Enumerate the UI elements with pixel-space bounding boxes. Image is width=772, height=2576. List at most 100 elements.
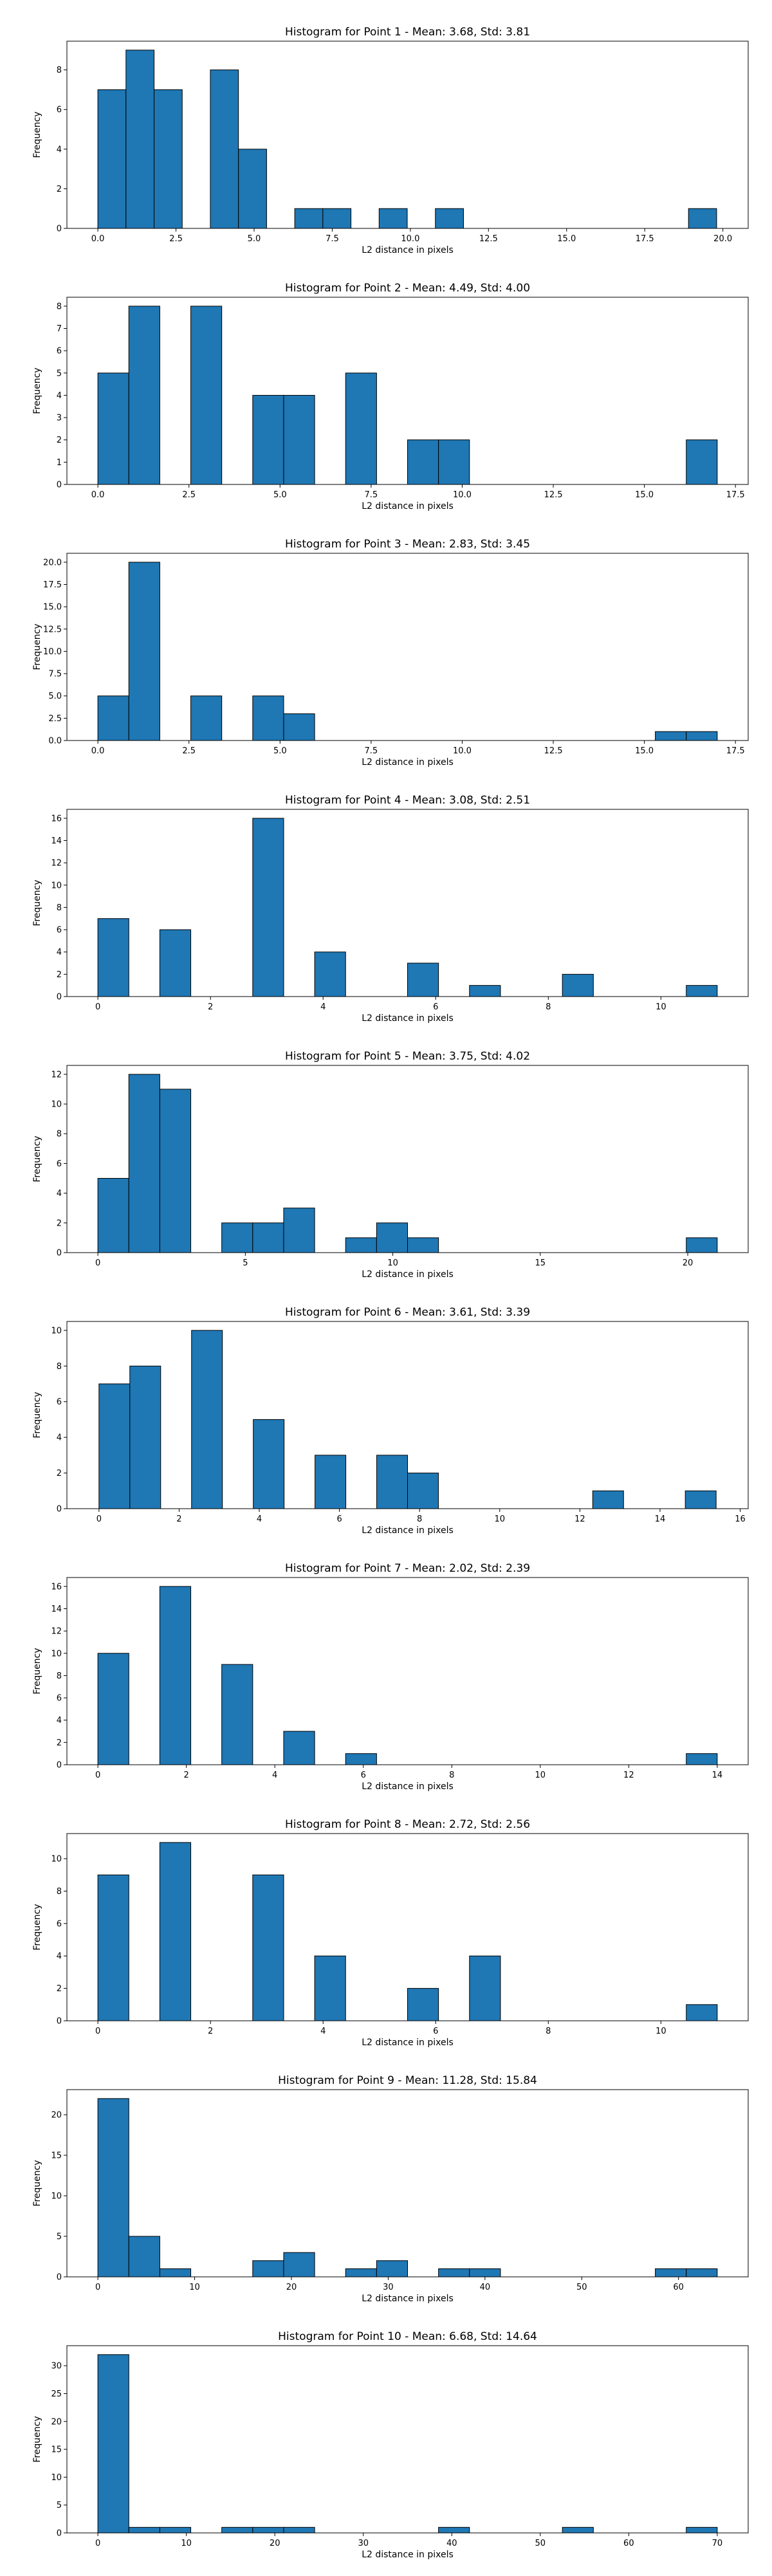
y-tick-label: 6 — [57, 1919, 62, 1929]
x-axis-ticks: 0.0 2.5 5.0 7.5 10.0 12.5 15.0 17.5 — [91, 484, 745, 500]
y-tick-label: 6 — [57, 1397, 62, 1407]
y-tick-label: 0 — [57, 1249, 62, 1258]
y-tick-label: 10 — [51, 1649, 62, 1659]
x-tick-label: 17.5 — [726, 490, 745, 500]
y-tick-label: 10 — [51, 2192, 62, 2202]
x-tick-label: 14 — [712, 1771, 723, 1780]
x-tick-label: 0 — [95, 1258, 100, 1268]
x-tick-label: 15.0 — [557, 234, 576, 244]
y-tick-label: 2 — [57, 1219, 62, 1228]
axes-frame — [66, 297, 749, 485]
y-tick-label: 4 — [57, 1433, 62, 1443]
histogram-bar — [129, 1365, 161, 1509]
histogram-bar — [469, 985, 501, 997]
x-tick-label: 30 — [358, 2539, 369, 2548]
y-tick-label: 10 — [51, 881, 62, 890]
histogram-bar — [252, 1874, 284, 2021]
y-axis-label: Frequency — [32, 1392, 42, 1438]
histogram-bars — [97, 1842, 718, 2021]
y-tick-label: 5 — [57, 2232, 62, 2242]
x-tick-label: 4 — [320, 2027, 326, 2036]
chart-title: Histogram for Point 2 - Mean: 4.49, Std:… — [285, 282, 530, 295]
histogram-bar — [686, 2526, 718, 2534]
y-tick-label: 2 — [57, 185, 62, 194]
histogram-bar — [97, 918, 129, 997]
y-axis-label: Frequency — [32, 1648, 42, 1694]
y-tick-label: 2 — [57, 970, 62, 980]
x-tick-label: 40 — [446, 2539, 457, 2548]
histogram-bar — [252, 695, 284, 741]
x-tick-label: 10 — [495, 1514, 506, 1524]
x-tick-label: 8 — [546, 1002, 551, 1012]
y-tick-label: 20 — [51, 2111, 62, 2121]
y-axis-label: Frequency — [32, 367, 42, 414]
x-tick-label: 0 — [96, 1514, 102, 1524]
x-tick-label: 0 — [95, 2283, 100, 2292]
histogram-bar — [190, 695, 223, 741]
x-tick-label: 15.0 — [635, 746, 654, 756]
x-tick-label: 0.0 — [91, 746, 105, 756]
x-tick-label: 12.5 — [544, 490, 563, 500]
histogram-bar — [283, 2252, 315, 2277]
x-tick-label: 50 — [576, 2283, 587, 2292]
histogram-bar — [159, 1842, 192, 2021]
x-tick-label: 0 — [95, 1002, 100, 1012]
x-tick-label: 0 — [95, 2027, 100, 2036]
y-axis-ticks: 0 2 4 6 8 10 — [51, 1855, 67, 2027]
y-tick-label: 2 — [57, 1469, 62, 1478]
histogram-bar — [686, 1237, 718, 1253]
x-tick-label: 30 — [383, 2283, 394, 2292]
y-tick-label: 10 — [51, 1100, 62, 1110]
x-tick-label: 8 — [417, 1514, 422, 1524]
histogram-bars — [97, 50, 717, 229]
histogram-bar — [407, 1988, 439, 2021]
x-tick-label: 4 — [272, 1771, 277, 1780]
y-tick-label: 2.5 — [48, 714, 62, 724]
y-tick-label: 1 — [57, 458, 62, 468]
y-tick-label: 12 — [51, 1627, 62, 1637]
histogram-bar — [562, 2526, 594, 2534]
y-tick-label: 8 — [57, 1671, 62, 1681]
histogram-bar — [283, 2526, 315, 2534]
y-tick-label: 15 — [51, 2445, 62, 2455]
y-tick-label: 2 — [57, 1738, 62, 1748]
histogram-9: 0 10 20 30 40 50 60 0 5 10 15 20 Histogram for Point… — [32, 2074, 749, 2304]
histogram-bar — [191, 1330, 223, 1509]
x-tick-label: 17.5 — [726, 746, 745, 756]
histogram-2: 0.0 2.5 5.0 7.5 10.0 12.5 15.0 17.5 0 1 2 3 4 5 6 7 8 His… — [32, 282, 749, 511]
axes-frame — [66, 553, 749, 741]
axes-frame — [66, 1321, 749, 1509]
histogram-bar — [407, 1473, 439, 1509]
y-tick-label: 0 — [57, 1761, 62, 1771]
y-tick-label: 7 — [57, 324, 62, 334]
histogram-bar — [469, 1955, 501, 2021]
y-tick-label: 5 — [57, 2501, 62, 2510]
histogram-bar — [97, 1653, 129, 1765]
x-tick-label: 7.5 — [326, 234, 339, 244]
y-tick-label: 10 — [51, 1855, 62, 1864]
y-axis-label: Frequency — [32, 2416, 42, 2462]
histogram-1: 0.0 2.5 5.0 7.5 10.0 12.5 15.0 17.5 20.0 0 2 4 6 8 His… — [32, 26, 749, 255]
histogram-bars — [97, 306, 718, 485]
x-tick-label: 2 — [176, 1514, 181, 1524]
y-tick-label: 4 — [57, 1189, 62, 1199]
y-tick-label: 6 — [57, 1159, 62, 1169]
y-tick-label: 25 — [51, 2389, 62, 2399]
y-tick-label: 6 — [57, 926, 62, 935]
histogram-bar — [686, 2004, 718, 2021]
y-tick-label: 17.5 — [43, 580, 62, 590]
histogram-bar — [435, 208, 464, 229]
histogram-bars — [97, 2098, 718, 2277]
x-tick-label: 12 — [574, 1514, 585, 1524]
y-tick-label: 0 — [57, 225, 62, 234]
x-tick-label: 15 — [535, 1258, 546, 1268]
x-axis-ticks: 0 10 20 30 40 50 60 — [95, 2277, 684, 2292]
y-axis-ticks: 0 5 10 15 20 — [51, 2111, 67, 2283]
histogram-bar — [252, 2260, 284, 2277]
y-tick-label: 8 — [57, 1887, 62, 1897]
histogram-bar — [686, 439, 718, 485]
histogram-bar — [97, 373, 129, 485]
histogram-7: 0 2 4 6 8 10 12 14 0 2 4 6 8 10 12 14 16 Histogram for Po… — [32, 1562, 749, 1792]
